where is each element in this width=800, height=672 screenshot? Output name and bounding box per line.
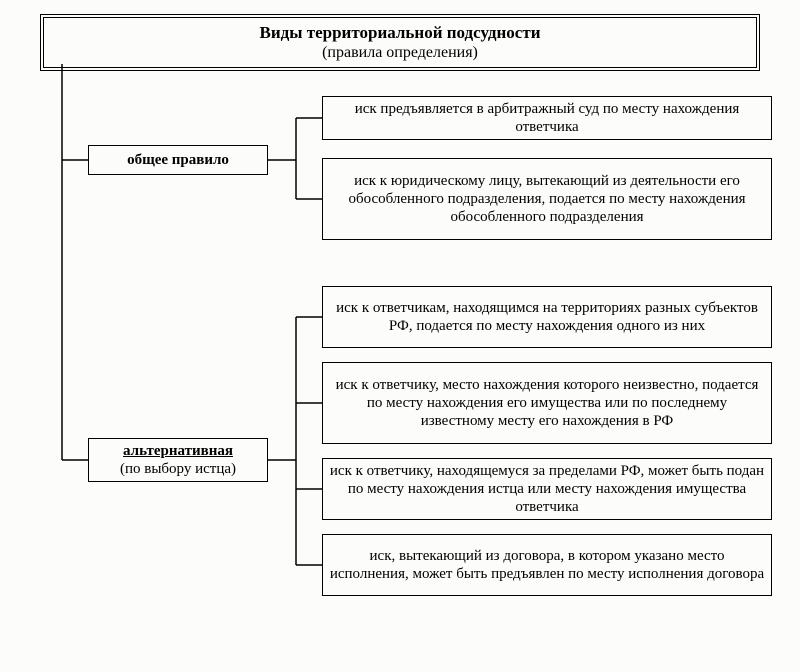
diagram-title: Виды территориальной подсудности bbox=[52, 22, 748, 43]
category-general: общее правило bbox=[88, 145, 268, 175]
leaf-text: иск к юридическому лицу, вытекающий из д… bbox=[329, 172, 765, 226]
leaf-alt-0: иск к ответчикам, находящимся на террито… bbox=[322, 286, 772, 348]
leaf-alt-2: иск к ответчику, находящемуся за предела… bbox=[322, 458, 772, 520]
category-alternative: альтернативная (по выбору истца) bbox=[88, 438, 268, 482]
leaf-alt-1: иск к ответчику, место нахождения которо… bbox=[322, 362, 772, 444]
leaf-text: иск, вытекающий из договора, в котором у… bbox=[329, 547, 765, 583]
leaf-text: иск к ответчику, место нахождения которо… bbox=[329, 376, 765, 430]
leaf-text: иск предъявляется в арбитражный суд по м… bbox=[329, 100, 765, 136]
leaf-general-0: иск предъявляется в арбитражный суд по м… bbox=[322, 96, 772, 140]
leaf-general-1: иск к юридическому лицу, вытекающий из д… bbox=[322, 158, 772, 240]
leaf-text: иск к ответчику, находящемуся за предела… bbox=[329, 462, 765, 516]
category-general-label: общее правило bbox=[127, 151, 229, 169]
category-alternative-sublabel: (по выбору истца) bbox=[120, 460, 236, 478]
diagram-header: Виды территориальной подсудности (правил… bbox=[40, 14, 760, 71]
leaf-alt-3: иск, вытекающий из договора, в котором у… bbox=[322, 534, 772, 596]
category-alternative-label: альтернативная bbox=[123, 442, 233, 460]
leaf-text: иск к ответчикам, находящимся на террито… bbox=[329, 299, 765, 335]
diagram-subtitle: (правила определения) bbox=[52, 43, 748, 63]
